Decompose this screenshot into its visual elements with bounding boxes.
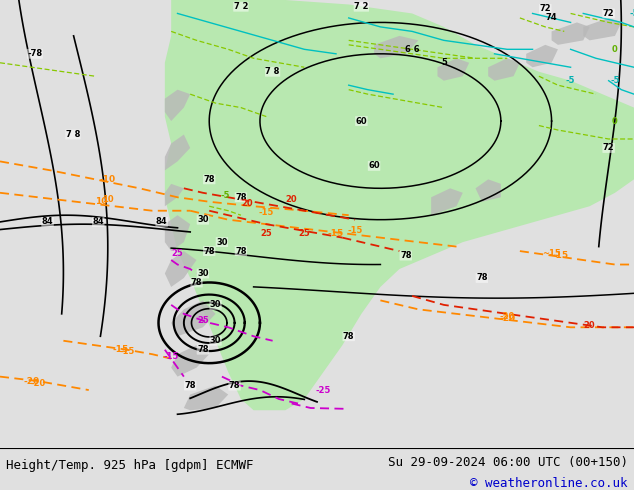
Text: -15: -15: [328, 229, 344, 238]
Text: -78: -78: [27, 49, 42, 58]
Text: 72: 72: [603, 9, 614, 18]
Text: 84: 84: [42, 218, 53, 226]
Text: 78: 78: [204, 175, 215, 184]
Text: 60: 60: [356, 117, 367, 125]
Polygon shape: [171, 300, 216, 336]
Polygon shape: [165, 135, 190, 171]
Text: 7 8: 7 8: [66, 130, 80, 139]
Text: 30: 30: [210, 336, 221, 345]
Polygon shape: [165, 184, 184, 206]
Text: -15: -15: [112, 345, 129, 354]
Text: 25: 25: [172, 249, 183, 258]
Text: -5: -5: [611, 76, 619, 85]
Text: 78: 78: [400, 251, 411, 260]
Polygon shape: [165, 90, 190, 121]
Text: 78: 78: [235, 193, 247, 202]
Text: © weatheronline.co.uk: © weatheronline.co.uk: [470, 477, 628, 490]
Text: 78: 78: [229, 381, 240, 390]
Text: -15: -15: [259, 208, 274, 218]
Polygon shape: [165, 215, 190, 251]
Text: -5: -5: [221, 191, 230, 199]
Text: 7 2: 7 2: [234, 2, 248, 11]
Text: -20: -20: [499, 314, 515, 323]
Text: 30: 30: [197, 269, 209, 278]
Text: -10: -10: [100, 175, 116, 184]
Text: 74: 74: [546, 13, 557, 23]
Polygon shape: [171, 345, 209, 377]
Text: 78: 78: [476, 273, 488, 282]
Text: 30: 30: [216, 238, 228, 246]
Polygon shape: [488, 58, 520, 81]
Text: -15: -15: [347, 226, 363, 235]
Text: ~15: ~15: [548, 251, 568, 260]
Text: 0: 0: [612, 117, 618, 125]
Polygon shape: [431, 188, 463, 215]
Text: 25: 25: [261, 229, 272, 238]
Polygon shape: [165, 0, 634, 410]
Text: 72: 72: [540, 4, 551, 13]
Text: 78: 78: [197, 345, 209, 354]
Text: 60: 60: [368, 161, 380, 171]
Text: 78: 78: [235, 246, 247, 256]
Polygon shape: [165, 251, 197, 287]
Text: -5: -5: [630, 9, 634, 18]
Polygon shape: [476, 179, 501, 202]
Text: -15: -15: [164, 352, 179, 361]
Text: -20: -20: [30, 379, 46, 388]
Text: 20: 20: [584, 320, 595, 330]
Text: 78: 78: [191, 278, 202, 287]
Polygon shape: [526, 45, 558, 67]
Text: -25: -25: [316, 386, 331, 394]
Text: 20: 20: [242, 199, 253, 209]
Text: 20: 20: [286, 195, 297, 204]
Text: Su 29-09-2024 06:00 UTC (00+150): Su 29-09-2024 06:00 UTC (00+150): [387, 456, 628, 469]
Text: 72: 72: [603, 144, 614, 152]
Text: 10: 10: [102, 195, 113, 204]
Text: -15: -15: [119, 347, 134, 356]
Text: -5: -5: [566, 76, 575, 85]
Text: 30: 30: [210, 300, 221, 309]
Text: 30: 30: [197, 215, 209, 224]
Text: ~15: ~15: [542, 249, 561, 258]
Text: 78: 78: [343, 332, 354, 341]
Text: -20: -20: [23, 377, 40, 386]
Text: 6 6: 6 6: [404, 45, 420, 54]
Polygon shape: [583, 18, 621, 40]
Text: 25: 25: [197, 316, 209, 325]
Polygon shape: [184, 386, 228, 410]
Text: 0: 0: [612, 45, 618, 54]
Text: 7 8: 7 8: [266, 67, 280, 76]
Text: 84: 84: [156, 218, 167, 226]
Text: -20: -20: [500, 312, 515, 320]
Text: 25: 25: [299, 229, 310, 238]
Text: 78: 78: [184, 381, 196, 390]
Text: 10: 10: [95, 197, 108, 206]
Text: 5: 5: [441, 58, 447, 67]
Text: Height/Temp. 925 hPa [gdpm] ECMWF: Height/Temp. 925 hPa [gdpm] ECMWF: [6, 459, 254, 471]
Text: 7 2: 7 2: [354, 2, 368, 11]
Text: 78: 78: [204, 246, 215, 256]
Polygon shape: [374, 36, 418, 58]
Text: 84: 84: [93, 218, 104, 226]
Polygon shape: [552, 23, 590, 45]
Polygon shape: [437, 58, 469, 81]
